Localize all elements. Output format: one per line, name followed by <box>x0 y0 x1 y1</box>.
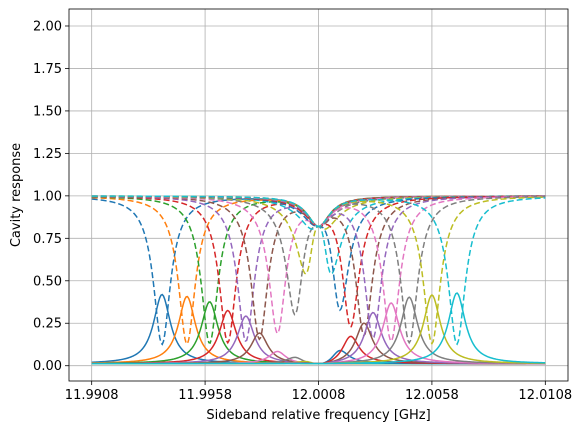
y-tick-label: 1.50 <box>33 104 62 119</box>
axis-ticks: 11.9908 11.9958 12.0008 12.0058 12.0108 0.00 0… <box>33 19 572 403</box>
transmission-line <box>91 195 546 346</box>
y-tick-label: 1.25 <box>33 147 62 162</box>
x-tick-label: 11.9958 <box>178 388 232 403</box>
y-axis-label: Cavity response <box>9 143 24 247</box>
x-tick-label: 12.0008 <box>292 388 346 403</box>
x-axis-label: Sideband relative frequency [GHz] <box>206 408 430 423</box>
x-tick-label: 11.9908 <box>65 388 119 403</box>
y-tick-label: 0.75 <box>33 232 62 247</box>
y-tick-label: 1.75 <box>33 62 62 77</box>
y-tick-label: 1.00 <box>33 189 62 204</box>
transmission-curves <box>91 195 546 346</box>
grid <box>69 9 568 381</box>
response-line <box>91 292 546 365</box>
response-curves <box>91 292 546 365</box>
y-tick-label: 2.00 <box>33 19 62 34</box>
y-tick-label: 0.50 <box>33 274 62 289</box>
x-tick-label: 12.0108 <box>518 388 572 403</box>
x-tick-label: 12.0058 <box>405 388 459 403</box>
y-tick-label: 0.00 <box>33 359 62 374</box>
y-tick-label: 0.25 <box>33 317 62 332</box>
